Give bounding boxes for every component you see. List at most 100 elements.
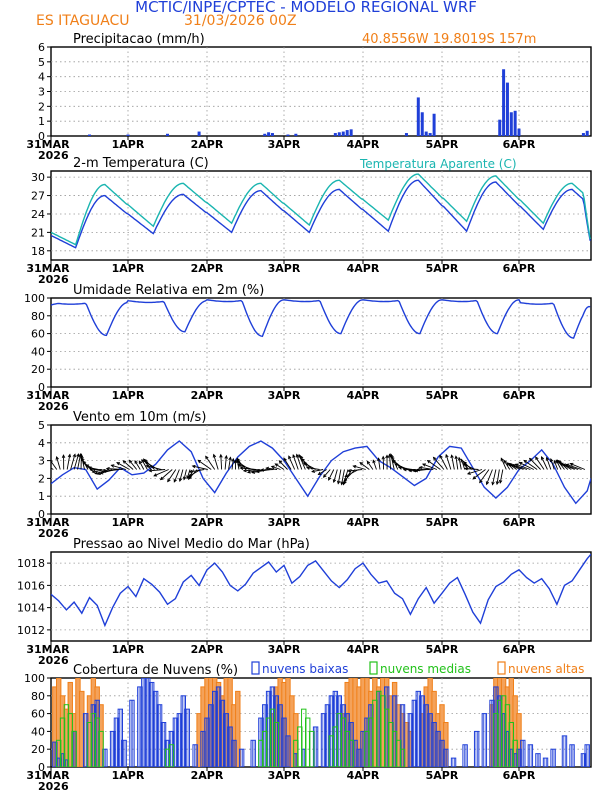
wind-arrow <box>73 454 79 470</box>
wind-arrow-head <box>159 476 164 481</box>
wind-arrow-head <box>466 471 471 475</box>
wind-arrow <box>88 467 99 470</box>
legend-label: nuvens medias <box>380 662 471 676</box>
x-tick-label: 2APR <box>191 516 224 529</box>
wind-arrow <box>231 458 234 470</box>
x-year-label: 2026 <box>38 273 69 286</box>
cloud-bar-mid <box>265 717 272 767</box>
wind-arrow-head <box>128 459 133 464</box>
y-tick-label: 2 <box>38 472 45 485</box>
wind-arrow <box>192 465 208 470</box>
wind-arrow-head <box>283 457 287 462</box>
x-tick-label: 2APR <box>191 262 224 275</box>
cloud-bar-mid <box>348 739 354 767</box>
wind-arrow <box>359 462 370 470</box>
precip-bar <box>498 119 502 136</box>
wind-arrow <box>106 468 123 470</box>
cloud-bar-high <box>79 690 85 767</box>
wind-arrow-head <box>274 463 279 467</box>
y-tick-label: 60 <box>31 328 45 341</box>
wind-arrow-head <box>188 469 193 474</box>
precip-bar <box>286 134 290 136</box>
wind-arrow <box>183 469 187 480</box>
wind-arrow-head <box>445 453 449 458</box>
wind-arrow-head <box>239 466 244 470</box>
model-title: MCTIC/INPE/CPTEC - MODELO REGIONAL WRF <box>135 0 477 16</box>
wind-arrow-head <box>102 469 107 473</box>
cloud-bar-mid <box>258 739 264 767</box>
x-tick-label: 6APR <box>503 643 536 656</box>
x-tick-label: 2APR <box>191 643 224 656</box>
cloud-bar-low <box>184 708 190 767</box>
wind-arrow-head <box>231 457 235 462</box>
wind-arrow-head <box>507 462 512 467</box>
cloud-bar-low <box>542 757 549 767</box>
wind-arrow-head <box>300 458 305 462</box>
x-tick-label: 31MAR <box>26 138 70 151</box>
wind-arrow <box>103 469 120 472</box>
station-coords: 40.8556W 19.8019S 157m <box>362 32 536 47</box>
wind-arrow <box>243 469 260 472</box>
wind-arrow <box>70 454 76 470</box>
wind-arrow <box>179 469 184 482</box>
y-tick-label: 1016 <box>17 579 45 592</box>
x-tick-label: 2APR <box>191 389 224 402</box>
wind-arrow-head <box>372 459 376 464</box>
wind-arrow <box>378 458 381 470</box>
wind-arrow-head <box>344 473 349 477</box>
wind-arrow-head <box>463 466 468 471</box>
y-tick-label: 5 <box>38 56 45 69</box>
x-tick-label: 1APR <box>112 643 145 656</box>
wind-arrow-head <box>450 454 454 459</box>
y-tick-label: 18 <box>31 245 45 258</box>
wind-arrow-head <box>343 480 347 485</box>
precip-bar <box>88 134 91 136</box>
cloud-bar-mid <box>56 739 62 767</box>
wind-arrow-head <box>212 453 217 458</box>
wind-arrow <box>81 457 89 470</box>
wind-arrow-head <box>408 468 412 473</box>
wind-arrow-head <box>144 461 149 465</box>
cloud-bar-mid <box>273 722 280 767</box>
precip-bar <box>197 131 201 136</box>
wind-arrow-head <box>153 473 158 477</box>
wind-arrow-head <box>553 459 557 464</box>
y-tick-label: 1 <box>38 115 45 128</box>
precip-bar <box>270 133 274 136</box>
wind-arrow <box>56 456 61 470</box>
wind-arrow-head <box>81 457 85 462</box>
cloud-bar-low <box>439 739 445 767</box>
cloud-bar-low <box>481 713 488 767</box>
x-tick-label: 1APR <box>112 262 145 275</box>
wind-arrow-head <box>255 469 260 474</box>
cloud-bar-high <box>235 690 241 767</box>
cloud-bar-low <box>215 686 222 767</box>
precip-bar <box>294 133 298 136</box>
wind-arrow <box>318 469 327 475</box>
wind-arrow-head <box>457 456 462 461</box>
wind-arrow-head <box>265 466 270 471</box>
wind-arrow <box>134 460 141 470</box>
precip-bar <box>420 112 424 136</box>
x-tick-label: 5APR <box>426 769 459 782</box>
wind-arrow <box>344 469 359 477</box>
cloud-bar-high <box>443 722 449 767</box>
wind-arrow <box>422 463 438 470</box>
temperature-line <box>51 179 591 249</box>
y-tick-label: 1012 <box>17 624 45 637</box>
panel-title: Cobertura de Nuvens (%) <box>73 663 238 678</box>
wind-arrow-head <box>251 470 256 474</box>
x-tick-label: 3APR <box>268 389 301 402</box>
wind-arrow-head <box>55 455 59 460</box>
wind-arrow-head <box>332 479 337 484</box>
panel-wind: 0 1 2 3 4 5 31MAR 1APR 2APR 3APR 4APR 5APR 6APR 2026 V… <box>26 410 592 540</box>
wind-arrow-head <box>460 458 464 463</box>
wind-arrow-head <box>454 455 458 460</box>
panel-title: Umidade Relativa em 2m (%) <box>73 283 264 298</box>
wind-arrow <box>153 469 169 477</box>
precip-bar <box>432 113 436 136</box>
wind-arrow <box>566 464 582 470</box>
wind-arrow <box>111 464 127 470</box>
wind-arrow-head <box>295 453 300 458</box>
x-year-label: 2026 <box>38 780 69 792</box>
